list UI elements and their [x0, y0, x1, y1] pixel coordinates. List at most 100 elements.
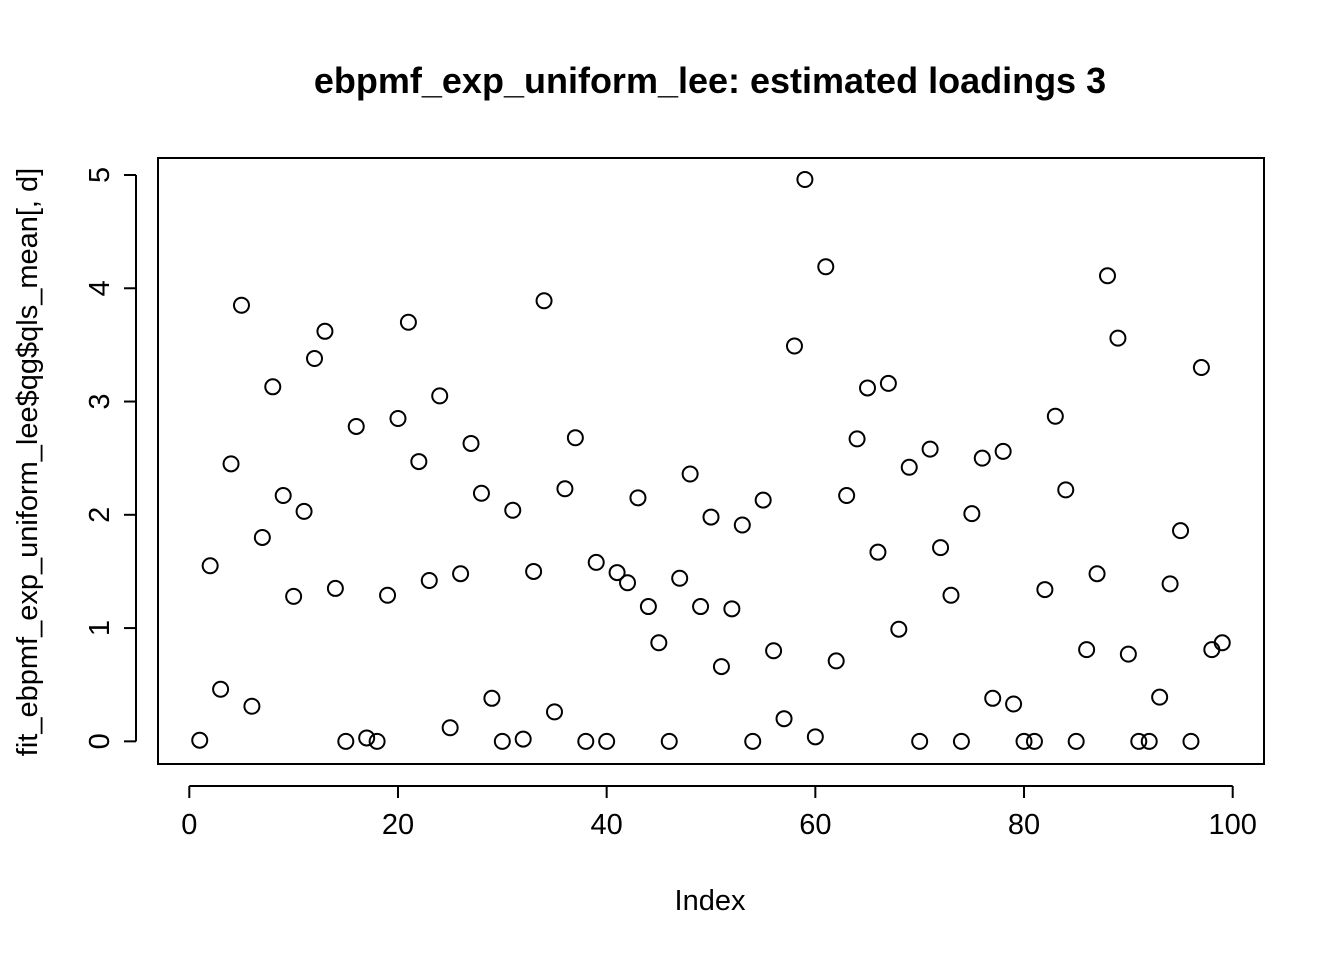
x-axis-label: Index: [675, 885, 746, 917]
data-point: [431, 387, 449, 405]
data-point: [639, 598, 657, 616]
data-point: [545, 703, 563, 721]
data-point: [1025, 732, 1043, 750]
data-point: [462, 434, 480, 452]
data-point: [744, 732, 762, 750]
y-tick-label: 4: [84, 280, 116, 296]
data-point: [379, 586, 397, 604]
data-point: [420, 572, 438, 590]
data-point: [399, 313, 417, 331]
x-tick-label: 80: [1008, 809, 1040, 841]
data-point: [932, 539, 950, 557]
data-point: [681, 465, 699, 483]
data-point: [347, 417, 365, 435]
data-point: [1078, 641, 1096, 659]
data-point: [879, 374, 897, 392]
data-point: [1119, 645, 1137, 663]
data-point: [504, 501, 522, 519]
data-point: [212, 680, 230, 698]
data-point: [598, 732, 616, 750]
data-point: [942, 586, 960, 604]
data-point: [316, 322, 334, 340]
y-axis: 0 1 2 3 4 5: [84, 167, 137, 749]
x-tick-label: 60: [799, 809, 831, 841]
data-point: [629, 489, 647, 507]
data-point: [1172, 522, 1190, 540]
data-point: [1182, 732, 1200, 750]
data-point: [1046, 407, 1064, 425]
data-point: [775, 710, 793, 728]
data-point: [1015, 732, 1033, 750]
data-point: [358, 729, 376, 747]
data-point: [712, 658, 730, 676]
y-tick-label: 5: [84, 167, 116, 183]
data-point: [577, 732, 595, 750]
data-point: [1213, 634, 1231, 652]
data-point: [452, 565, 470, 583]
data-point: [650, 634, 668, 652]
data-point: [1036, 581, 1054, 599]
data-point: [1098, 267, 1116, 285]
data-point: [660, 732, 678, 750]
data-point: [222, 455, 240, 473]
data-point: [483, 689, 501, 707]
data-point: [1203, 641, 1221, 659]
data-point: [1057, 481, 1075, 499]
x-tick-label: 100: [1209, 809, 1257, 841]
chart-title: ebpmf_exp_uniform_lee: estimated loading…: [314, 60, 1106, 101]
data-point: [410, 453, 428, 471]
data-point: [326, 579, 344, 597]
data-point: [264, 378, 282, 396]
data-point: [952, 732, 970, 750]
data-point: [890, 620, 908, 638]
data-point: [692, 598, 710, 616]
y-tick-label: 1: [84, 620, 116, 636]
data-point: [817, 258, 835, 276]
y-tick-label: 0: [84, 733, 116, 749]
data-point: [285, 587, 303, 605]
data-point: [587, 553, 605, 571]
x-tick-label: 40: [591, 809, 623, 841]
data-point: [201, 557, 219, 575]
data-point: [556, 480, 574, 498]
data-point: [963, 505, 981, 523]
data-point: [493, 732, 511, 750]
data-point: [765, 642, 783, 660]
data-point: [1109, 329, 1127, 347]
data-point: [566, 429, 584, 447]
data-point: [702, 508, 720, 526]
data-point: [232, 296, 250, 314]
data-point: [274, 487, 292, 505]
y-tick-label: 3: [84, 393, 116, 409]
data-point: [472, 484, 490, 502]
data-point: [337, 732, 355, 750]
data-point: [1088, 565, 1106, 583]
data-point: [1161, 575, 1179, 593]
data-point: [525, 562, 543, 580]
data-point: [921, 440, 939, 458]
data-point: [1005, 695, 1023, 713]
data-point: [306, 349, 324, 367]
data-point: [859, 379, 877, 397]
data-point: [733, 516, 751, 534]
data-point: [535, 292, 553, 310]
data-point: [1151, 688, 1169, 706]
x-tick-label: 0: [181, 809, 197, 841]
data-point: [295, 502, 313, 520]
data-point: [785, 337, 803, 355]
data-points: [191, 171, 1231, 750]
data-point: [994, 442, 1012, 460]
data-point: [838, 487, 856, 505]
data-point: [1067, 732, 1085, 750]
plot-frame: [157, 157, 1265, 765]
data-point: [389, 410, 407, 428]
data-point: [911, 732, 929, 750]
data-point: [253, 528, 271, 546]
data-point: [827, 652, 845, 670]
data-point: [723, 600, 741, 618]
data-point: [973, 449, 991, 467]
data-point: [754, 491, 772, 509]
data-point: [848, 430, 866, 448]
data-point: [514, 730, 532, 748]
